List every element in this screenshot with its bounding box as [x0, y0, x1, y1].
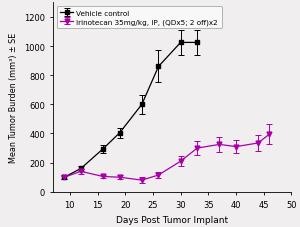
Y-axis label: Mean Tumor Burden (mm³) ± SE: Mean Tumor Burden (mm³) ± SE [9, 33, 18, 163]
Legend: Vehicle control, Irinotecan 35mg/kg, IP, (QDx5; 2 off)x2: Vehicle control, Irinotecan 35mg/kg, IP,… [57, 7, 222, 29]
X-axis label: Days Post Tumor Implant: Days Post Tumor Implant [116, 215, 228, 224]
